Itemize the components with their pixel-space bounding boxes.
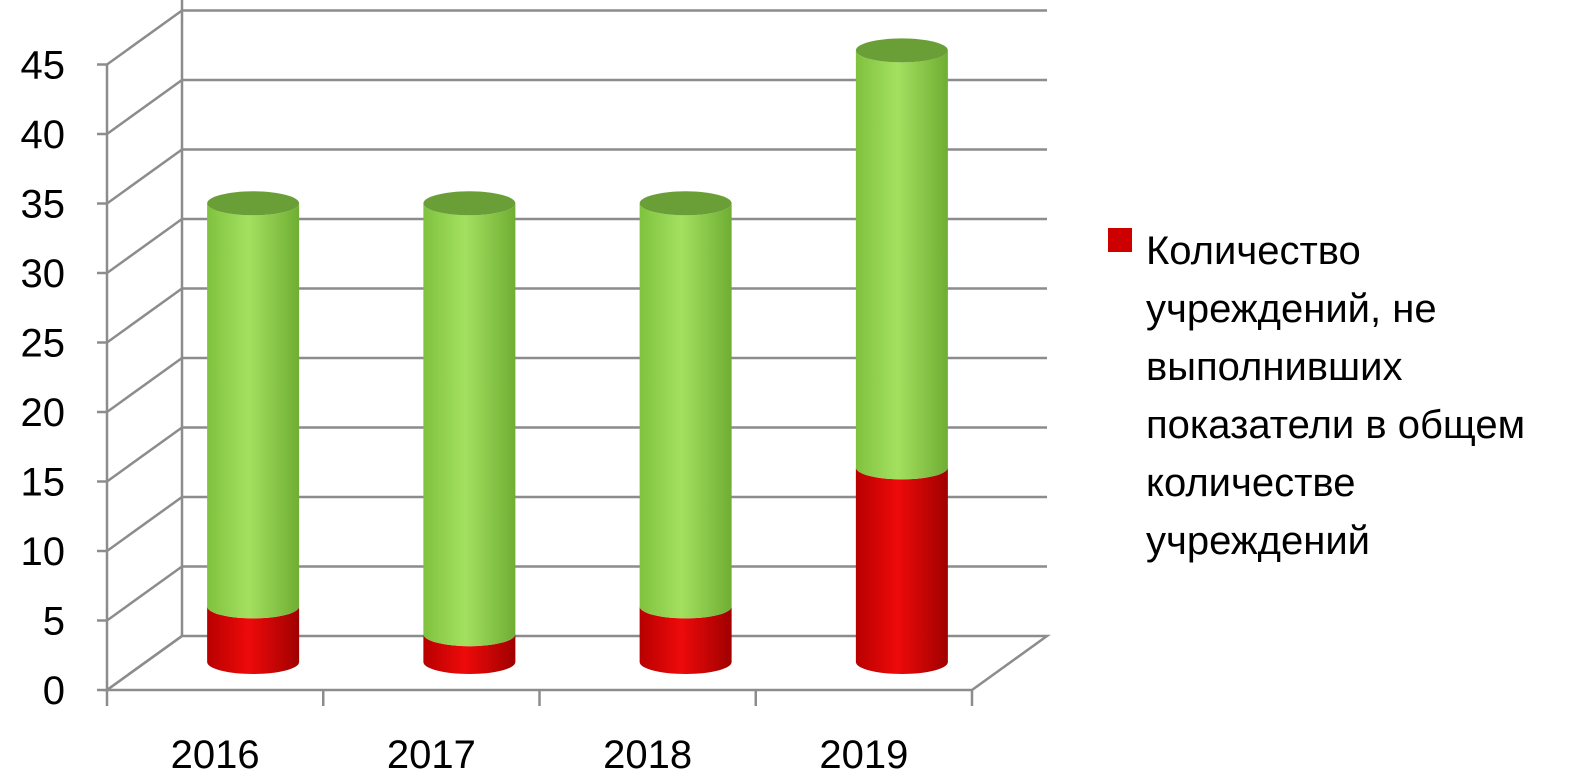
bar-top-cap-2018 (639, 191, 732, 216)
grid-diagonal (106, 356, 183, 414)
y-tick-label: 40 (21, 113, 66, 157)
grid-diagonal (106, 78, 183, 136)
legend: Количество учреждений, не выполнивших по… (1108, 222, 1568, 570)
legend-label: Количество учреждений, не выполнивших по… (1146, 229, 1526, 563)
x-tick-label: 2017 (387, 733, 476, 774)
bar-segment-2018-series-0 (639, 606, 732, 674)
bar-segment-2018-series-1 (639, 203, 732, 619)
grid-diagonal (106, 287, 183, 344)
x-tick-label: 2016 (171, 733, 260, 774)
legend-swatch (1108, 228, 1132, 252)
y-tick-label: 25 (21, 322, 66, 366)
grid-diagonal (106, 565, 183, 622)
bar-segment-2016-series-1 (207, 203, 300, 619)
x-tick-label: 2019 (819, 733, 908, 774)
bar-segment-2017-series-1 (423, 203, 516, 647)
grid-diagonal (106, 634, 183, 692)
bar-top-cap-2017 (423, 191, 516, 216)
grid-diagonal (106, 426, 183, 483)
y-tick-label: 30 (21, 252, 66, 296)
tick-labels: 0 5 10 15 20 25 30 35 40 45 2016 2017 2018 2019 (21, 44, 909, 774)
bar-top-cap-2019 (855, 38, 948, 63)
y-tick-label: 20 (21, 391, 66, 435)
bars (207, 38, 948, 674)
grid-diagonal (106, 9, 183, 66)
y-tick-label: 45 (21, 44, 66, 88)
grid-diagonal (106, 217, 183, 275)
y-tick-label: 5 (43, 600, 65, 644)
y-tick-label: 0 (43, 669, 65, 713)
grid-diagonal (106, 148, 183, 205)
y-tick-label: 10 (21, 530, 66, 574)
x-tick-label: 2018 (603, 733, 692, 774)
grid-diagonal (106, 495, 183, 553)
y-tick-label: 15 (21, 461, 66, 505)
bar-segment-2019-series-1 (855, 50, 948, 480)
bar-segment-2017-series-0 (423, 634, 516, 674)
bar-segment-2016-series-0 (207, 606, 300, 674)
bar-top-cap-2016 (207, 191, 300, 216)
bar-segment-2019-series-0 (855, 467, 948, 674)
y-tick-label: 35 (21, 183, 66, 227)
